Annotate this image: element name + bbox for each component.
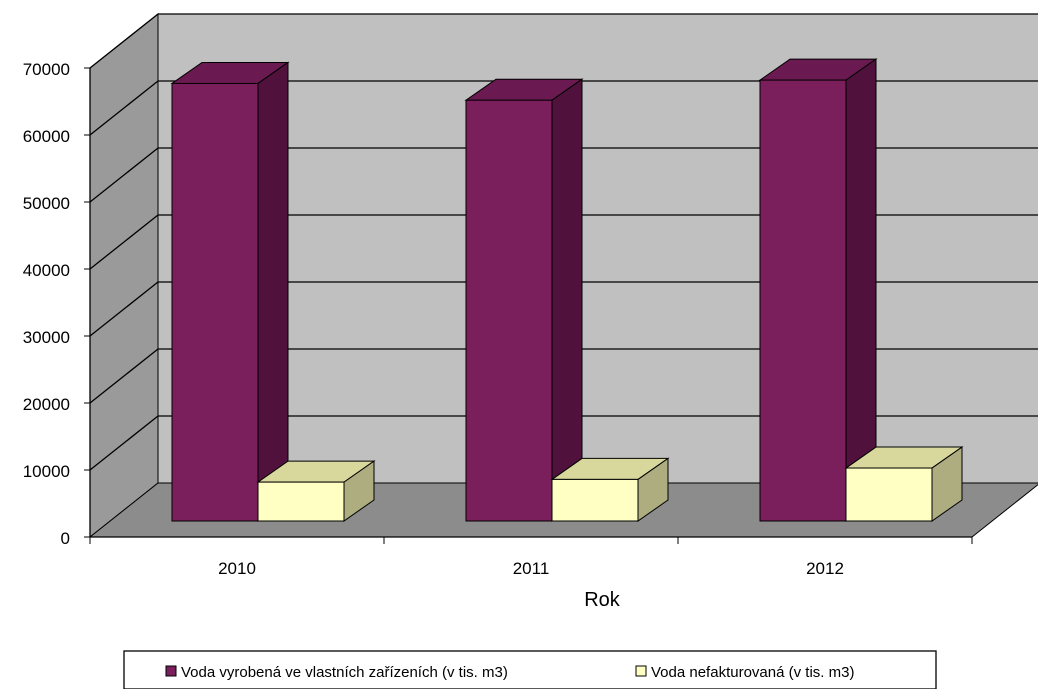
legend-label: Voda nefakturovaná (v tis. m3) (651, 664, 854, 681)
legend: Voda vyrobená ve vlastních zařízeních (v… (123, 650, 937, 689)
bar-front (257, 481, 345, 522)
y-tick-label: 30000 (23, 328, 70, 347)
bar-front (759, 79, 847, 522)
back-wall (157, 13, 1038, 484)
bar-side (551, 78, 583, 522)
bar-front (551, 478, 639, 522)
gridline (89, 348, 1038, 404)
x-category-label: 2012 (806, 559, 844, 578)
x-axis-title: Rok (584, 589, 621, 611)
gridline (89, 80, 1038, 136)
bar-front (465, 99, 553, 522)
gridline (89, 147, 1038, 203)
bar (170, 61, 290, 522)
x-category-label: 2010 (218, 559, 256, 578)
legend-swatch (635, 665, 647, 677)
legend-swatch (165, 665, 177, 677)
bar-front (845, 467, 933, 522)
gridline (89, 214, 1038, 270)
bar (550, 457, 670, 522)
bar (256, 460, 376, 522)
y-tick-label: 40000 (23, 261, 70, 280)
bar-side (257, 61, 289, 522)
y-tick-label: 20000 (23, 395, 70, 414)
bar (758, 58, 878, 522)
legend-box (123, 650, 937, 689)
bar (464, 78, 584, 522)
y-tick-label: 60000 (23, 127, 70, 146)
y-tick-label: 50000 (23, 194, 70, 213)
gridline (89, 13, 1038, 69)
y-tick-label: 10000 (23, 462, 70, 481)
legend-label: Voda vyrobená ve vlastních zařízeních (v… (181, 664, 508, 681)
y-tick-label: 0 (61, 529, 70, 548)
side-wall (89, 12, 159, 539)
gridline (89, 415, 1038, 471)
gridline (89, 281, 1038, 337)
bar (844, 446, 964, 522)
x-category-label: 2011 (513, 559, 550, 578)
bar-front (171, 82, 259, 522)
y-tick-label: 70000 (23, 60, 70, 79)
